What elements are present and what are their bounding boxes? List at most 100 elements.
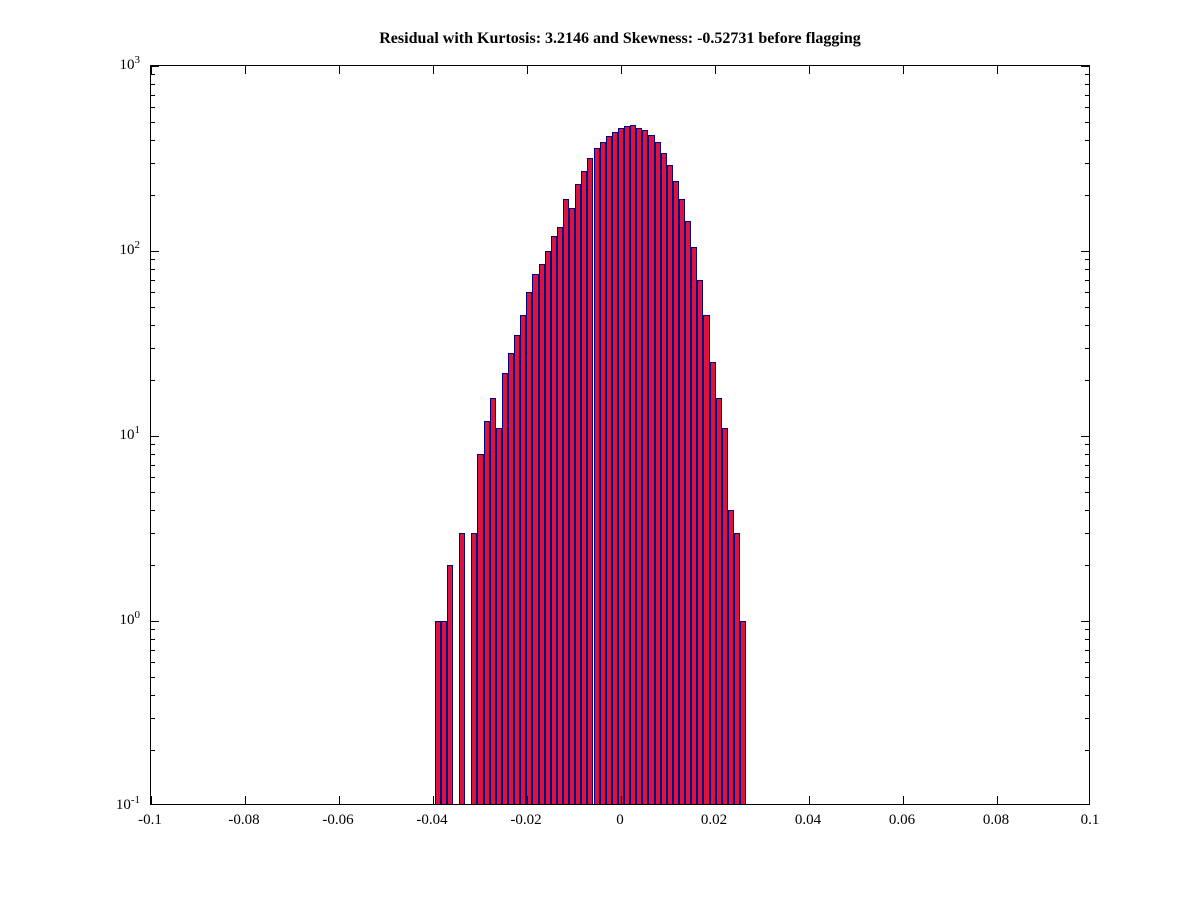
histogram-bar: [642, 130, 649, 804]
histogram-bar: [617, 128, 625, 804]
x-tick: [527, 796, 528, 804]
y-minor-tick: [151, 629, 155, 631]
y-minor-tick: [151, 195, 155, 197]
histogram-bar: [703, 315, 710, 804]
histogram-bar: [440, 621, 447, 804]
y-tick-label: 102: [119, 239, 141, 258]
histogram-bar: [709, 362, 716, 804]
y-minor-tick: [1085, 268, 1089, 270]
histogram-bar: [697, 279, 704, 804]
histogram-bar: [734, 532, 741, 804]
histogram-bar: [514, 335, 521, 804]
histogram-bar: [446, 565, 453, 804]
histogram-bar: [685, 221, 692, 804]
y-minor-tick: [151, 509, 155, 511]
x-tick: [151, 66, 152, 74]
histogram-bar: [532, 274, 539, 804]
y-minor-tick: [1085, 279, 1089, 281]
x-tick: [715, 66, 716, 74]
x-tick: [997, 796, 998, 804]
histogram-bar: [562, 199, 570, 804]
y-minor-tick: [1085, 74, 1089, 76]
y-minor-tick: [151, 139, 155, 141]
y-minor-tick: [151, 94, 155, 96]
x-tick-label: -0.04: [416, 812, 448, 828]
histogram-bar: [544, 251, 551, 804]
histogram-bar: [569, 208, 576, 804]
histogram-bar: [593, 148, 600, 804]
histogram-bar: [550, 236, 557, 804]
y-minor-tick: [151, 121, 155, 123]
x-tick-label: 0.04: [794, 812, 822, 828]
y-minor-tick: [1085, 94, 1089, 96]
histogram-bar: [672, 180, 680, 804]
histogram-bar: [654, 141, 661, 804]
y-minor-tick: [151, 74, 155, 76]
histogram-bar: [520, 315, 527, 804]
histogram-bar: [660, 152, 667, 804]
histogram-bar: [507, 353, 515, 804]
histogram-bar: [483, 421, 490, 804]
y-minor-tick: [1085, 324, 1089, 326]
x-tick-label: 0.08: [982, 812, 1010, 828]
x-tick: [433, 66, 434, 74]
histogram-bar: [727, 509, 735, 804]
histogram-bar: [526, 292, 533, 804]
x-tick-label: 0: [616, 812, 624, 828]
y-minor-tick: [151, 750, 155, 752]
x-tick: [339, 66, 340, 74]
y-minor-tick: [151, 565, 155, 567]
y-minor-tick: [1085, 464, 1089, 466]
y-minor-tick: [1085, 453, 1089, 455]
y-minor-tick: [1085, 380, 1089, 382]
x-tick: [621, 796, 622, 804]
histogram-bar: [691, 247, 698, 804]
y-minor-tick: [151, 638, 155, 640]
x-tick-label: -0.1: [138, 812, 162, 828]
histogram-bar: [611, 131, 618, 804]
y-minor-tick: [1085, 347, 1089, 349]
y-minor-tick: [151, 292, 155, 294]
histogram-bar: [740, 621, 747, 804]
histogram-bar: [721, 428, 728, 804]
y-minor-tick: [1085, 649, 1089, 651]
y-minor-tick: [1085, 532, 1089, 534]
histogram-bar: [459, 532, 466, 804]
y-minor-tick: [1085, 509, 1089, 511]
y-minor-tick: [1085, 750, 1089, 752]
histogram-bar: [666, 165, 673, 804]
x-tick: [715, 796, 716, 804]
y-minor-tick: [1085, 306, 1089, 308]
y-minor-tick: [151, 279, 155, 281]
y-tick: [1081, 621, 1089, 622]
histogram-bar: [630, 124, 637, 804]
y-minor-tick: [1085, 121, 1089, 123]
y-tick: [151, 251, 159, 252]
histogram-bar: [648, 134, 655, 804]
histogram-bar: [624, 125, 631, 804]
histogram-bar: [636, 127, 643, 804]
y-minor-tick: [151, 649, 155, 651]
histogram-bar: [538, 264, 545, 804]
histogram-bar: [501, 372, 508, 804]
y-minor-tick: [1085, 629, 1089, 631]
y-minor-tick: [151, 453, 155, 455]
y-minor-tick: [151, 676, 155, 678]
y-minor-tick: [1085, 444, 1089, 446]
y-minor-tick: [151, 694, 155, 696]
histogram-bar: [587, 157, 594, 804]
y-minor-tick: [1085, 565, 1089, 567]
histogram-bar: [489, 398, 496, 804]
y-minor-tick: [1085, 638, 1089, 640]
x-tick-label: -0.02: [510, 812, 542, 828]
histogram-bar: [434, 621, 441, 804]
y-tick: [151, 66, 159, 67]
y-minor-tick: [151, 532, 155, 534]
y-minor-tick: [1085, 107, 1089, 109]
histogram-bar: [599, 141, 606, 804]
histogram-bar: [581, 171, 588, 804]
y-minor-tick: [1085, 259, 1089, 261]
y-minor-tick: [151, 380, 155, 382]
y-minor-tick: [151, 717, 155, 719]
